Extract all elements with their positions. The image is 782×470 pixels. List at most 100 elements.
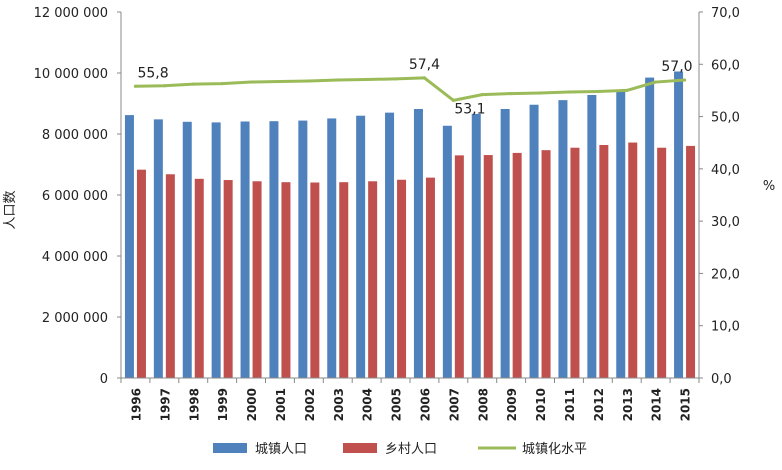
urbanization-point-2000 [249,80,253,84]
right-tick-label: 0,0 [711,372,732,387]
bar-rural-2008 [483,155,493,378]
legend-label-rural: 乡村人口 [385,442,437,457]
right-tick-label: 30,0 [711,215,740,230]
urbanization-point-2003 [336,78,340,82]
bar-rural-2014 [657,147,667,378]
urbanization-point-2009 [509,91,513,96]
left-tick-label: 0 [100,372,108,387]
bar-urban-2006 [413,108,423,379]
legend-swatch-urban [213,443,247,453]
x-tick-label: 2014 [650,388,664,421]
urbanization-point-2012 [596,89,600,94]
bar-rural-2005 [397,179,407,378]
bar-rural-2011 [570,147,580,378]
urbanization-line [135,76,685,102]
right-tick-label: 50,0 [711,111,740,126]
bar-urban-2009 [500,108,510,379]
right-tick-label: 60,0 [711,58,740,73]
x-tick-label: 1996 [129,388,143,421]
urbanization-point-2014 [654,80,658,84]
urbanization-point-2010 [538,91,542,95]
bar-rural-1998 [194,178,204,378]
urbanization-point-2006 [422,76,427,80]
x-tick-label: 1998 [187,388,201,421]
left-tick-label: 12 000 000 [34,6,108,21]
bar-urban-2005 [385,112,395,379]
bar-rural-2001 [281,182,291,378]
bar-urban-2003 [327,118,337,378]
bar-rural-1996 [136,169,146,378]
left-tick-label: 4 000 000 [42,250,108,265]
bar-rural-2006 [425,177,435,378]
bar-urban-1999 [211,122,221,378]
urbanization-point-1999 [220,82,224,86]
urbanization-point-2008 [480,93,484,97]
x-tick-label: 2010 [534,388,548,421]
x-tick-label: 2008 [476,388,490,421]
x-tick-label: 2012 [592,388,606,421]
bar-urban-2008 [471,113,481,379]
urbanization-point-2015 [682,78,687,82]
right-axis-title: % [763,179,775,194]
legend-label-urban: 城镇人口 [255,442,307,457]
x-tick-label: 2002 [303,388,317,421]
bar-rural-1999 [223,180,233,378]
bar-rural-2012 [599,144,609,378]
bar-rural-2003 [339,182,349,378]
bar-urban-2007 [442,125,452,378]
right-tick-label: 40,0 [711,163,740,178]
bar-urban-2015 [674,71,684,378]
urbanization-point-1996 [133,84,138,88]
left-tick-label: 8 000 000 [42,128,108,143]
bar-rural-2009 [512,152,522,378]
bar-urban-1997 [153,119,163,379]
legend-label-urbanization: 城镇化水平 [522,442,587,457]
urbanization-point-2013 [625,88,629,93]
bar-urban-1998 [182,121,192,379]
legend-swatch-rural [343,443,377,453]
bar-rural-2002 [310,182,320,378]
left-tick-label: 6 000 000 [42,189,108,204]
x-tick-label: 2005 [390,388,404,421]
x-tick-label: 2003 [332,388,346,421]
x-tick-label: 1999 [216,388,230,421]
x-tick-label: 2009 [505,388,519,421]
x-tick-label: 2013 [621,388,635,421]
bar-rural-2015 [686,145,696,378]
data-label-2007: 53,1 [454,101,485,117]
data-label-2015: 57,0 [661,59,692,75]
left-axis-title: 人口数 [3,190,18,229]
x-tick-label: 2011 [563,388,577,421]
right-tick-label: 20,0 [711,267,740,282]
bar-urban-2004 [356,115,366,378]
x-tick-label: 2004 [361,388,375,421]
x-tick-label: 2007 [447,388,461,421]
x-tick-label: 2006 [418,388,432,421]
left-tick-label: 10 000 000 [34,67,108,82]
data-label-1996: 55,8 [137,65,168,81]
bar-rural-1997 [165,174,175,378]
urbanization-point-2002 [307,79,311,83]
bar-urban-2014 [645,77,655,378]
x-tick-label: 1997 [158,388,172,421]
bar-urban-2011 [558,100,568,378]
bar-rural-2000 [252,181,262,378]
urbanization-point-2004 [365,77,369,82]
bar-rural-2013 [628,142,638,378]
urbanization-point-1997 [162,84,166,88]
urbanization-point-2001 [278,79,282,84]
bar-urban-2013 [616,89,626,378]
x-tick-label: 2001 [274,388,288,421]
bar-urban-2001 [269,121,279,378]
urbanization-point-1998 [191,82,195,86]
bar-rural-2004 [368,181,378,378]
left-tick-label: 2 000 000 [42,311,108,326]
data-label-2006: 57,4 [409,57,440,73]
bar-urban-2010 [529,104,539,378]
bar-urban-2000 [240,121,250,378]
legend: 城镇人口 乡村人口 城镇化水平 [213,442,587,457]
x-tick-label: 2000 [245,388,259,421]
x-tick-label: 2015 [679,388,693,421]
